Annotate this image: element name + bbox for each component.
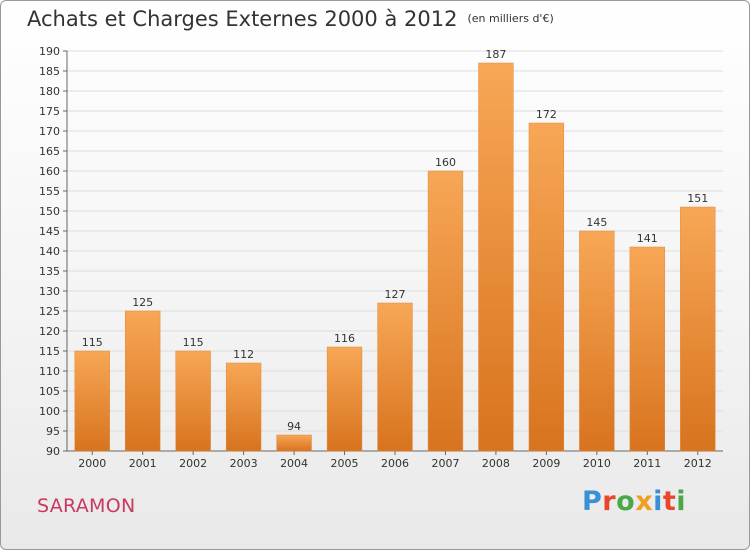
value-label-2007: 160 <box>435 156 456 169</box>
value-label-2008: 187 <box>485 48 506 61</box>
bar-2002 <box>175 350 211 452</box>
bar-2000 <box>74 350 110 452</box>
value-label-2010: 145 <box>586 216 607 229</box>
y-tick-label: 90 <box>46 445 60 458</box>
bar-2008 <box>478 62 514 452</box>
y-tick-label: 175 <box>39 105 60 118</box>
y-tick-label: 115 <box>39 345 60 358</box>
y-tick-label: 125 <box>39 305 60 318</box>
x-tick-label-2012: 2012 <box>684 457 712 470</box>
chart-title-text: Achats et Charges Externes 2000 à 2012 <box>27 7 458 31</box>
bar-2011 <box>629 246 665 452</box>
value-label-2006: 127 <box>385 288 406 301</box>
x-tick-label-2003: 2003 <box>230 457 258 470</box>
labels: 115 2000 125 2001 115 2002 112 2003 94 2004 116 200… <box>78 48 712 470</box>
value-label-2005: 116 <box>334 332 355 345</box>
x-tick-label-2011: 2011 <box>633 457 661 470</box>
x-tick-label-2001: 2001 <box>129 457 157 470</box>
chart-unit-note: (en milliers d'€) <box>467 12 554 25</box>
logo-letter: i <box>653 486 663 517</box>
value-label-2003: 112 <box>233 348 254 361</box>
y-tick-label: 105 <box>39 385 60 398</box>
bar-2012 <box>680 206 716 452</box>
bar-2009 <box>528 122 565 452</box>
x-tick-label-2007: 2007 <box>431 457 459 470</box>
y-tick-label: 150 <box>39 205 60 218</box>
y-tick-label: 160 <box>39 165 60 178</box>
y-tick-label: 165 <box>39 145 60 158</box>
x-tick-label-2006: 2006 <box>381 457 409 470</box>
y-tick-label: 135 <box>39 265 60 278</box>
bar-2010 <box>579 230 615 452</box>
value-label-2004: 94 <box>287 420 301 433</box>
value-label-2000: 115 <box>82 336 103 349</box>
x-tick-label-2008: 2008 <box>482 457 510 470</box>
x-tick-label-2009: 2009 <box>532 457 560 470</box>
chart-title: Achats et Charges Externes 2000 à 2012 (e… <box>27 7 554 31</box>
bar-2004 <box>276 434 312 452</box>
x-tick-label-2005: 2005 <box>331 457 359 470</box>
logo-letter: r <box>602 486 617 517</box>
proxiti-logo: Proxiti <box>582 486 686 517</box>
logo-letter: t <box>662 486 677 517</box>
value-label-2011: 141 <box>637 232 658 245</box>
x-tick-label-2004: 2004 <box>280 457 308 470</box>
x-tick-label-2010: 2010 <box>583 457 611 470</box>
bar-2006 <box>377 302 413 452</box>
bar-2007 <box>427 170 464 452</box>
bars <box>74 62 716 452</box>
y-tick-label: 185 <box>39 65 60 78</box>
bar-2001 <box>125 310 161 452</box>
y-tick-label: 155 <box>39 185 60 198</box>
bar-2005 <box>326 346 363 452</box>
logo-letter: o <box>616 486 636 517</box>
y-tick-label: 140 <box>39 245 60 258</box>
y-tick-label: 180 <box>39 85 60 98</box>
y-tick-label: 190 <box>39 45 60 58</box>
y-tick-label: 145 <box>39 225 60 238</box>
y-tick-label: 170 <box>39 125 60 138</box>
logo-letter: P <box>582 486 603 517</box>
value-label-2001: 125 <box>132 296 153 309</box>
bar-2003 <box>225 362 262 452</box>
y-tick-label: 120 <box>39 325 60 338</box>
value-label-2002: 115 <box>183 336 204 349</box>
logo-letter: i <box>676 486 687 517</box>
y-tick-label: 100 <box>39 405 60 418</box>
value-label-2009: 172 <box>536 108 557 121</box>
y-tick-label: 130 <box>39 285 60 298</box>
value-label-2012: 151 <box>687 192 708 205</box>
x-tick-label-2000: 2000 <box>78 457 106 470</box>
y-tick-label: 95 <box>46 425 60 438</box>
y-tick-label: 110 <box>39 365 60 378</box>
logo-letter: x <box>635 486 654 517</box>
x-tick-label-2002: 2002 <box>179 457 207 470</box>
commune-name: SARAMON <box>37 495 136 517</box>
